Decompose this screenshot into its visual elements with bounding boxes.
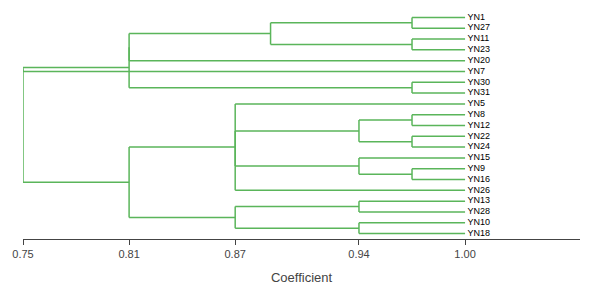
svg-text:0.94: 0.94 <box>348 248 369 260</box>
svg-text:0.87: 0.87 <box>224 248 245 260</box>
svg-text:YN12: YN12 <box>465 120 490 130</box>
svg-text:YN13: YN13 <box>465 195 490 205</box>
svg-text:YN28: YN28 <box>465 206 490 216</box>
svg-text:YN9: YN9 <box>465 163 485 173</box>
svg-text:Coefficient: Coefficient <box>271 270 333 285</box>
svg-text:0.75: 0.75 <box>12 248 33 260</box>
svg-text:YN8: YN8 <box>465 109 485 119</box>
svg-text:YN15: YN15 <box>465 152 490 162</box>
svg-text:YN31: YN31 <box>465 87 490 97</box>
svg-text:YN11: YN11 <box>465 33 489 43</box>
svg-text:1.00: 1.00 <box>454 248 475 260</box>
svg-text:YN30: YN30 <box>465 77 490 87</box>
svg-text:YN18: YN18 <box>465 228 490 238</box>
svg-text:YN26: YN26 <box>465 185 490 195</box>
svg-text:YN24: YN24 <box>465 141 490 151</box>
svg-text:YN22: YN22 <box>465 131 490 141</box>
svg-text:YN1: YN1 <box>465 12 485 22</box>
svg-text:YN20: YN20 <box>465 55 490 65</box>
svg-text:YN5: YN5 <box>465 98 485 108</box>
svg-text:YN16: YN16 <box>465 174 490 184</box>
svg-text:0.81: 0.81 <box>118 248 139 260</box>
svg-text:YN23: YN23 <box>465 44 490 54</box>
svg-text:YN7: YN7 <box>465 66 485 76</box>
svg-text:YN27: YN27 <box>465 22 490 32</box>
svg-text:YN10: YN10 <box>465 217 490 227</box>
